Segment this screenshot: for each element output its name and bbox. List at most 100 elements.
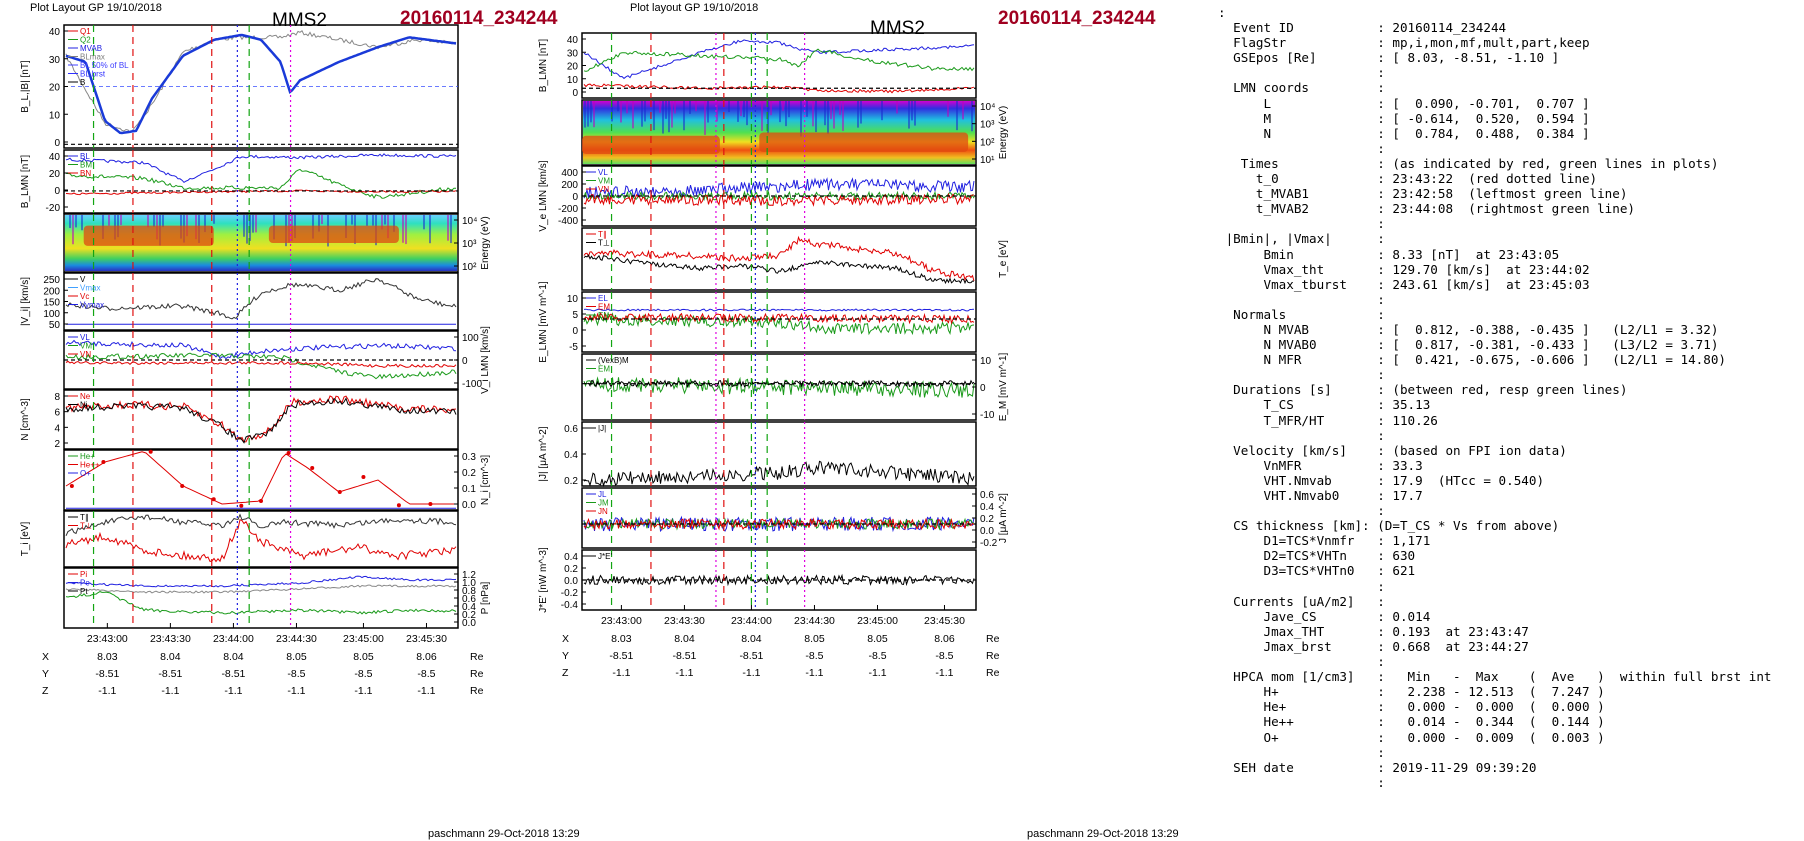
legend-entry: V: [80, 275, 86, 284]
spectrogram-streak: [620, 101, 622, 123]
data-point: [259, 499, 263, 503]
legend-entry: O+: [80, 469, 91, 478]
left-layout-header: Plot Layout GP 19/10/2018: [30, 2, 162, 14]
info-line: N : [ 0.784, 0.488, 0.384 ]: [1218, 125, 1590, 141]
spectrogram-streak: [644, 101, 646, 122]
y-tick-label: 0.6: [462, 594, 476, 605]
position-value: 8.06: [934, 633, 955, 645]
data-point: [396, 503, 401, 508]
legend-entry: Vymax: [80, 301, 104, 310]
legend-entry: EM: [598, 303, 610, 312]
left-event-title: 20160114_234244: [400, 8, 558, 29]
spectrogram-streak: [671, 101, 673, 128]
y-tick-label: 0.2: [564, 476, 578, 487]
y-tick-label: 0.8: [462, 586, 476, 597]
y-tick-label: 20: [567, 62, 579, 73]
y-tick-label: 100: [43, 309, 60, 320]
spectrogram-streak: [830, 101, 832, 120]
x-tick-label: 23:43:30: [150, 633, 191, 645]
info-line: He+ : 0.000 - 0.000 ( 0.000 ): [1218, 699, 1605, 715]
info-line: Times : (as indicated by red, green line…: [1218, 155, 1719, 171]
position-value: -1.1: [161, 685, 179, 697]
spectrogram-streak: [746, 101, 748, 126]
y-tick-label: 0: [462, 356, 468, 367]
legend-entry: (VexB)M: [598, 356, 629, 365]
info-line: :: [1218, 578, 1385, 594]
spectrogram-streak: [249, 215, 251, 241]
position-value: -1.1: [224, 685, 242, 697]
data-point: [286, 451, 291, 455]
position-value: -1.1: [805, 667, 823, 679]
y-axis-label: Energy (eV): [480, 216, 491, 269]
legend-entry: T∥: [80, 513, 89, 522]
y-tick-label: 100: [462, 333, 479, 344]
x-tick-label: 23:44:00: [213, 633, 254, 645]
y-tick-label: 8: [54, 392, 60, 403]
spectrogram-streak: [204, 215, 206, 233]
y-tick-label: 10: [567, 75, 579, 86]
info-line: t_MVAB2 : 23:44:08 (rightmost green line…: [1218, 201, 1636, 217]
spectrogram-streak: [788, 101, 790, 118]
legend-entry: He++: [80, 461, 100, 470]
y-tick-label: 5: [572, 310, 578, 321]
spectrogram-streak: [833, 101, 835, 129]
data-point: [337, 490, 342, 494]
info-line: Vmax_tburst : 243.61 [km/s] at 23:45:03: [1218, 276, 1590, 292]
spectrogram-streak: [147, 215, 149, 228]
series-line: [65, 153, 457, 184]
spectrogram-streak: [321, 215, 323, 225]
y-tick-label: 20: [49, 169, 61, 180]
position-value: -8.51: [95, 668, 119, 680]
spectrogram-streak: [800, 101, 802, 137]
legend-entry: Vmax: [80, 284, 100, 293]
x-tick-label: 23:45:00: [857, 615, 898, 627]
spectrogram-streak: [668, 101, 670, 133]
spectrogram-streak: [785, 101, 787, 127]
y-tick-label: 0: [54, 186, 60, 197]
y-tick-label: 200: [561, 180, 578, 191]
legend-entry: |J|: [598, 424, 606, 433]
position-value: -8.51: [739, 650, 763, 662]
legend-entry: BLmax: [80, 53, 105, 62]
position-value: -1.1: [287, 685, 305, 697]
position-value: -1.1: [417, 685, 435, 697]
legend-entry: Ni: [80, 401, 88, 410]
spectrogram-streak: [611, 101, 613, 122]
spectrogram-hot: [83, 225, 214, 246]
y-axis-label: |J| [μA m^-2]: [538, 426, 549, 481]
spectrogram-streak: [761, 101, 763, 131]
spectrogram-streak: [707, 101, 709, 123]
series-line: [583, 39, 975, 80]
position-value: -1.1: [612, 667, 630, 679]
y-axis-label: V_i LMN [km/s]: [480, 326, 491, 394]
spectrogram-streak: [632, 101, 634, 129]
info-line: t_0 : 23:43:22 (red dotted line): [1218, 171, 1598, 187]
spectrogram-streak: [704, 101, 706, 135]
data-point: [361, 475, 366, 479]
legend-entry: VL: [80, 333, 90, 342]
series-line: [65, 33, 457, 135]
position-value: 8.04: [741, 633, 762, 645]
position-value: 8.03: [97, 651, 118, 663]
legend-entry: Ne: [80, 392, 91, 401]
info-line: :: [1218, 65, 1385, 81]
y-tick-label: 0.1: [462, 484, 476, 495]
position-value: 8.04: [223, 651, 244, 663]
position-value: -1.1: [868, 667, 886, 679]
y-tick-label: 10: [49, 110, 61, 121]
data-point: [180, 484, 185, 488]
y-tick-label: 0.6: [564, 424, 578, 435]
spectrogram-streak: [162, 215, 164, 228]
info-line: :: [1218, 774, 1385, 790]
spectrogram-streak: [695, 101, 697, 112]
spectrogram-streak: [971, 101, 973, 132]
spectrogram-streak: [857, 101, 859, 128]
series-line: [583, 177, 975, 199]
position-value: 8.03: [611, 633, 632, 645]
position-value: -8.5: [935, 650, 953, 662]
y-axis-label: N [cm^-3]: [20, 398, 31, 441]
y-tick-label: 250: [43, 275, 60, 286]
legend-entry: J*E': [598, 552, 612, 561]
legend-entry: Q1: [80, 27, 91, 36]
